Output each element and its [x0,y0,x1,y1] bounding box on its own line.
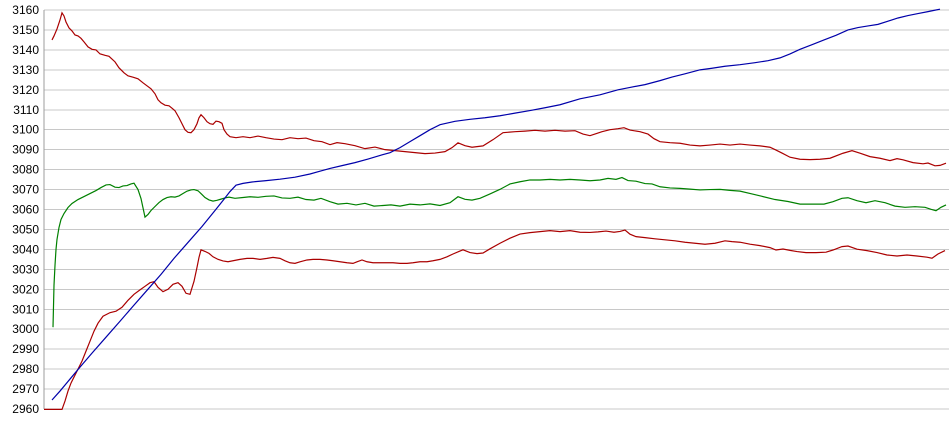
lower-band-red-line [44,229,946,410]
y-axis-tick-label: 2990 [12,342,39,356]
y-axis-tick-label: 3140 [12,43,39,57]
middle-line-green-line [52,176,947,328]
y-axis-tick-label: 2960 [12,402,39,416]
y-axis-tick-label: 3000 [12,322,39,336]
y-axis-tick-label: 3030 [12,262,39,276]
y-axis-tick-label: 2980 [12,362,39,376]
y-axis-tick-label: 3020 [12,282,39,296]
y-axis-tick-label: 3090 [12,143,39,157]
y-axis-tick-label: 3070 [12,183,39,197]
y-axis-tick-label: 3130 [12,63,39,77]
y-axis-tick-label: 3080 [12,163,39,177]
y-axis-tick-label: 3010 [12,302,39,316]
y-axis-tick-label: 3110 [13,103,39,117]
y-axis-tick-label: 3120 [12,83,39,97]
y-axis-tick-label: 3060 [12,203,39,217]
y-axis-tick-label: 3150 [12,23,39,37]
y-axis-tick-label: 3040 [12,242,39,256]
upper-band-red-line [51,11,947,167]
y-axis-tick-label: 2970 [12,382,39,396]
trend-line-blue-line [51,8,941,401]
y-axis-tick-label: 3050 [12,222,39,236]
y-axis-tick-label: 3160 [12,3,39,17]
y-axis-tick-label: 3100 [12,123,39,137]
